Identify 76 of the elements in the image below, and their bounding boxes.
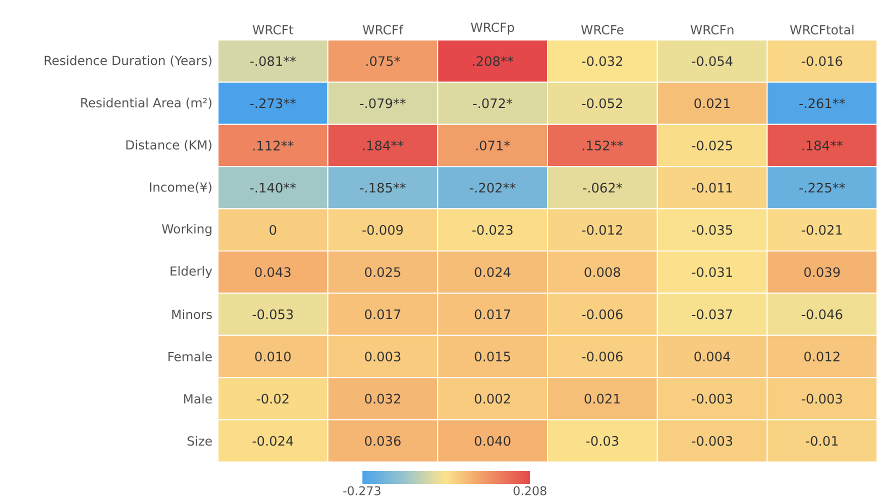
data-label: 0.017: [365, 309, 400, 320]
data-label: 0.002: [474, 394, 510, 404]
y-tick-label: Minors: [172, 309, 212, 320]
y-tick-label: Residential Area (m²): [81, 98, 212, 109]
data-label: -0.046: [802, 309, 842, 320]
data-label: 0.015: [474, 352, 510, 362]
data-label: 0.010: [255, 352, 291, 362]
x-tick-label: WRCFe: [581, 25, 624, 34]
data-label: 0.012: [804, 352, 840, 362]
data-label: 0.021: [584, 394, 620, 404]
y-tick-label: Income(¥): [150, 182, 212, 194]
data-label: -0.032: [582, 56, 622, 66]
data-label: -.261**: [799, 98, 846, 108]
data-label: 0.036: [365, 436, 401, 446]
data-label: .208**: [473, 56, 514, 66]
data-label: -.140**: [250, 182, 296, 193]
y-tick-label: Male: [184, 394, 212, 404]
data-label: -0.024: [252, 436, 294, 446]
data-label: -0.016: [802, 56, 842, 66]
data-label: 0.032: [365, 394, 400, 404]
x-tick-label: WRCFp: [470, 22, 514, 34]
data-label: -0.021: [802, 224, 842, 235]
x-tick-label: WRCFtotal: [790, 24, 854, 34]
data-label: .184**: [802, 140, 843, 150]
color-bar-label: -0.273: [343, 486, 380, 496]
data-label: -0.03: [586, 436, 618, 446]
y-tick-label: Working: [162, 224, 212, 236]
data-label: -.273**: [250, 98, 296, 108]
data-label: -0.003: [802, 394, 842, 404]
y-tick-label: Elderly: [170, 266, 212, 278]
color-bar-label: 0.208: [514, 486, 546, 496]
data-label: -0.006: [582, 352, 623, 362]
data-label: 0.021: [694, 98, 730, 108]
data-label: 0.024: [474, 267, 510, 278]
data-label: .071*: [476, 140, 510, 150]
data-label: -0.025: [692, 140, 732, 150]
data-label: 0: [270, 224, 276, 235]
data-label: -0.02: [256, 394, 288, 404]
data-label: 0.008: [584, 267, 620, 278]
data-label: -.202**: [470, 182, 516, 193]
data-label: .112**: [253, 140, 294, 150]
data-label: 0.039: [804, 267, 840, 278]
data-label: -0.011: [692, 182, 732, 193]
data-label: -0.01: [806, 436, 838, 446]
data-label: -.225**: [799, 182, 846, 193]
data-label: -0.009: [362, 224, 403, 235]
data-label: 0.003: [365, 352, 400, 362]
data-label: -.081**: [250, 56, 296, 66]
data-label: -.072*: [473, 98, 512, 108]
data-label: -0.035: [692, 224, 732, 235]
data-label: -0.003: [692, 394, 732, 404]
data-label: 0.004: [694, 352, 730, 362]
y-tick-label: Size: [188, 436, 212, 446]
data-label: .152**: [582, 140, 624, 150]
data-label: -0.006: [582, 309, 623, 320]
data-label: .184**: [363, 140, 404, 150]
data-label: 0.043: [255, 267, 290, 278]
data-label: -0.053: [252, 309, 293, 320]
y-tick-label: Residence Duration (Years): [44, 56, 212, 67]
x-tick-label: WRCFn: [690, 25, 734, 34]
data-label: -.062*: [582, 182, 622, 193]
y-tick-label: Female: [168, 352, 212, 362]
data-label: 0.025: [365, 267, 400, 278]
data-label: 0.017: [474, 309, 510, 320]
data-label: -.185**: [360, 182, 406, 193]
data-label: -0.031: [692, 267, 732, 278]
data-label: -.079**: [360, 98, 406, 108]
data-label: -0.052: [582, 98, 622, 108]
data-label: -0.037: [692, 309, 732, 320]
data-label: -0.023: [472, 224, 512, 235]
data-label: 0.040: [474, 436, 510, 446]
x-tick-label: WRCFt: [252, 25, 294, 34]
data-label: -0.012: [582, 224, 622, 235]
y-tick-label: Distance (KM): [126, 140, 212, 152]
data-label: -0.003: [692, 436, 732, 446]
x-tick-label: WRCFf: [362, 24, 404, 34]
